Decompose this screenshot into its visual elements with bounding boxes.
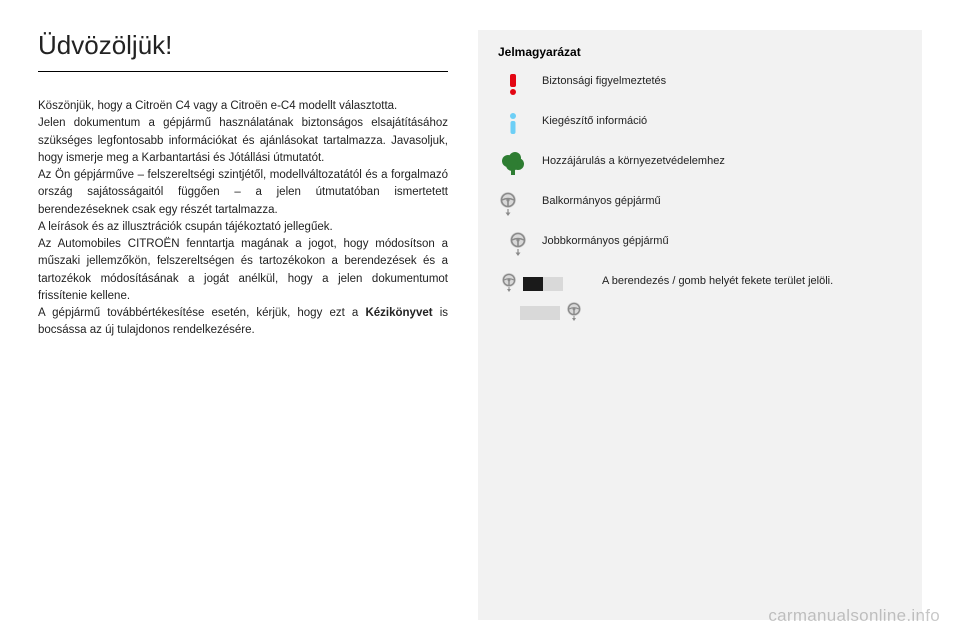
warning-icon <box>498 71 528 97</box>
legend-title: Jelmagyarázat <box>498 45 902 59</box>
final-pre: A gépjármű továbbértékesítése esetén, ké… <box>38 307 365 319</box>
watermark-text: carmanualsonline.info <box>768 606 940 626</box>
tree-icon <box>498 151 528 177</box>
paragraph: Köszönjük, hogy a Citroën C4 vagy a Citr… <box>38 98 448 115</box>
light-marker-box <box>520 306 540 320</box>
paragraph: Az Ön gépjárműve – felszereltségi szintj… <box>38 167 448 219</box>
intro-text: Köszönjük, hogy a Citroën C4 vagy a Citr… <box>38 98 448 340</box>
legend-label: Kiegészítő információ <box>542 111 647 128</box>
steering-wheel-right-icon <box>498 231 528 257</box>
paragraph: A leírások és az illusztrációk csupán tá… <box>38 219 448 236</box>
legend-label: Hozzájárulás a környezetvédelemhez <box>542 151 725 168</box>
location-marker-icon <box>498 271 588 329</box>
light-marker-box <box>543 277 563 291</box>
legend-item-info: Kiegészítő információ <box>498 111 902 137</box>
info-icon <box>498 111 528 137</box>
title-rule <box>38 71 448 72</box>
steering-wheel-left-icon <box>498 191 528 217</box>
legend-label: A berendezés / gomb helyét fekete terüle… <box>602 271 833 288</box>
legend-item-wheel-right: Jobbkormányos gépjármű <box>498 231 902 257</box>
paragraph: Az Automobiles CITROËN fenntartja magána… <box>38 236 448 305</box>
paragraph: Jelen dokumentum a gépjármű használatána… <box>38 115 448 167</box>
legend-label: Balkormányos gépjármű <box>542 191 661 208</box>
legend-label: Jobbkormányos gépjármű <box>542 231 669 248</box>
legend-item-location: A berendezés / gomb helyét fekete terüle… <box>498 271 902 329</box>
legend-item-tree: Hozzájárulás a környezetvédelemhez <box>498 151 902 177</box>
dark-marker-box <box>523 277 543 291</box>
light-marker-box <box>540 306 560 320</box>
left-column: Üdvözöljük! Köszönjük, hogy a Citroën C4… <box>38 30 478 620</box>
legend-item-wheel-left: Balkormányos gépjármű <box>498 191 902 217</box>
legend-item-warning: Biztonsági figyelmeztetés <box>498 71 902 97</box>
paragraph-final: A gépjármű továbbértékesítése esetén, ké… <box>38 305 448 340</box>
legend-panel: Jelmagyarázat Biztonsági figyelmeztetés … <box>478 30 922 620</box>
final-bold: Kézikönyvet <box>365 307 432 319</box>
page-title: Üdvözöljük! <box>38 30 448 61</box>
legend-label: Biztonsági figyelmeztetés <box>542 71 666 88</box>
